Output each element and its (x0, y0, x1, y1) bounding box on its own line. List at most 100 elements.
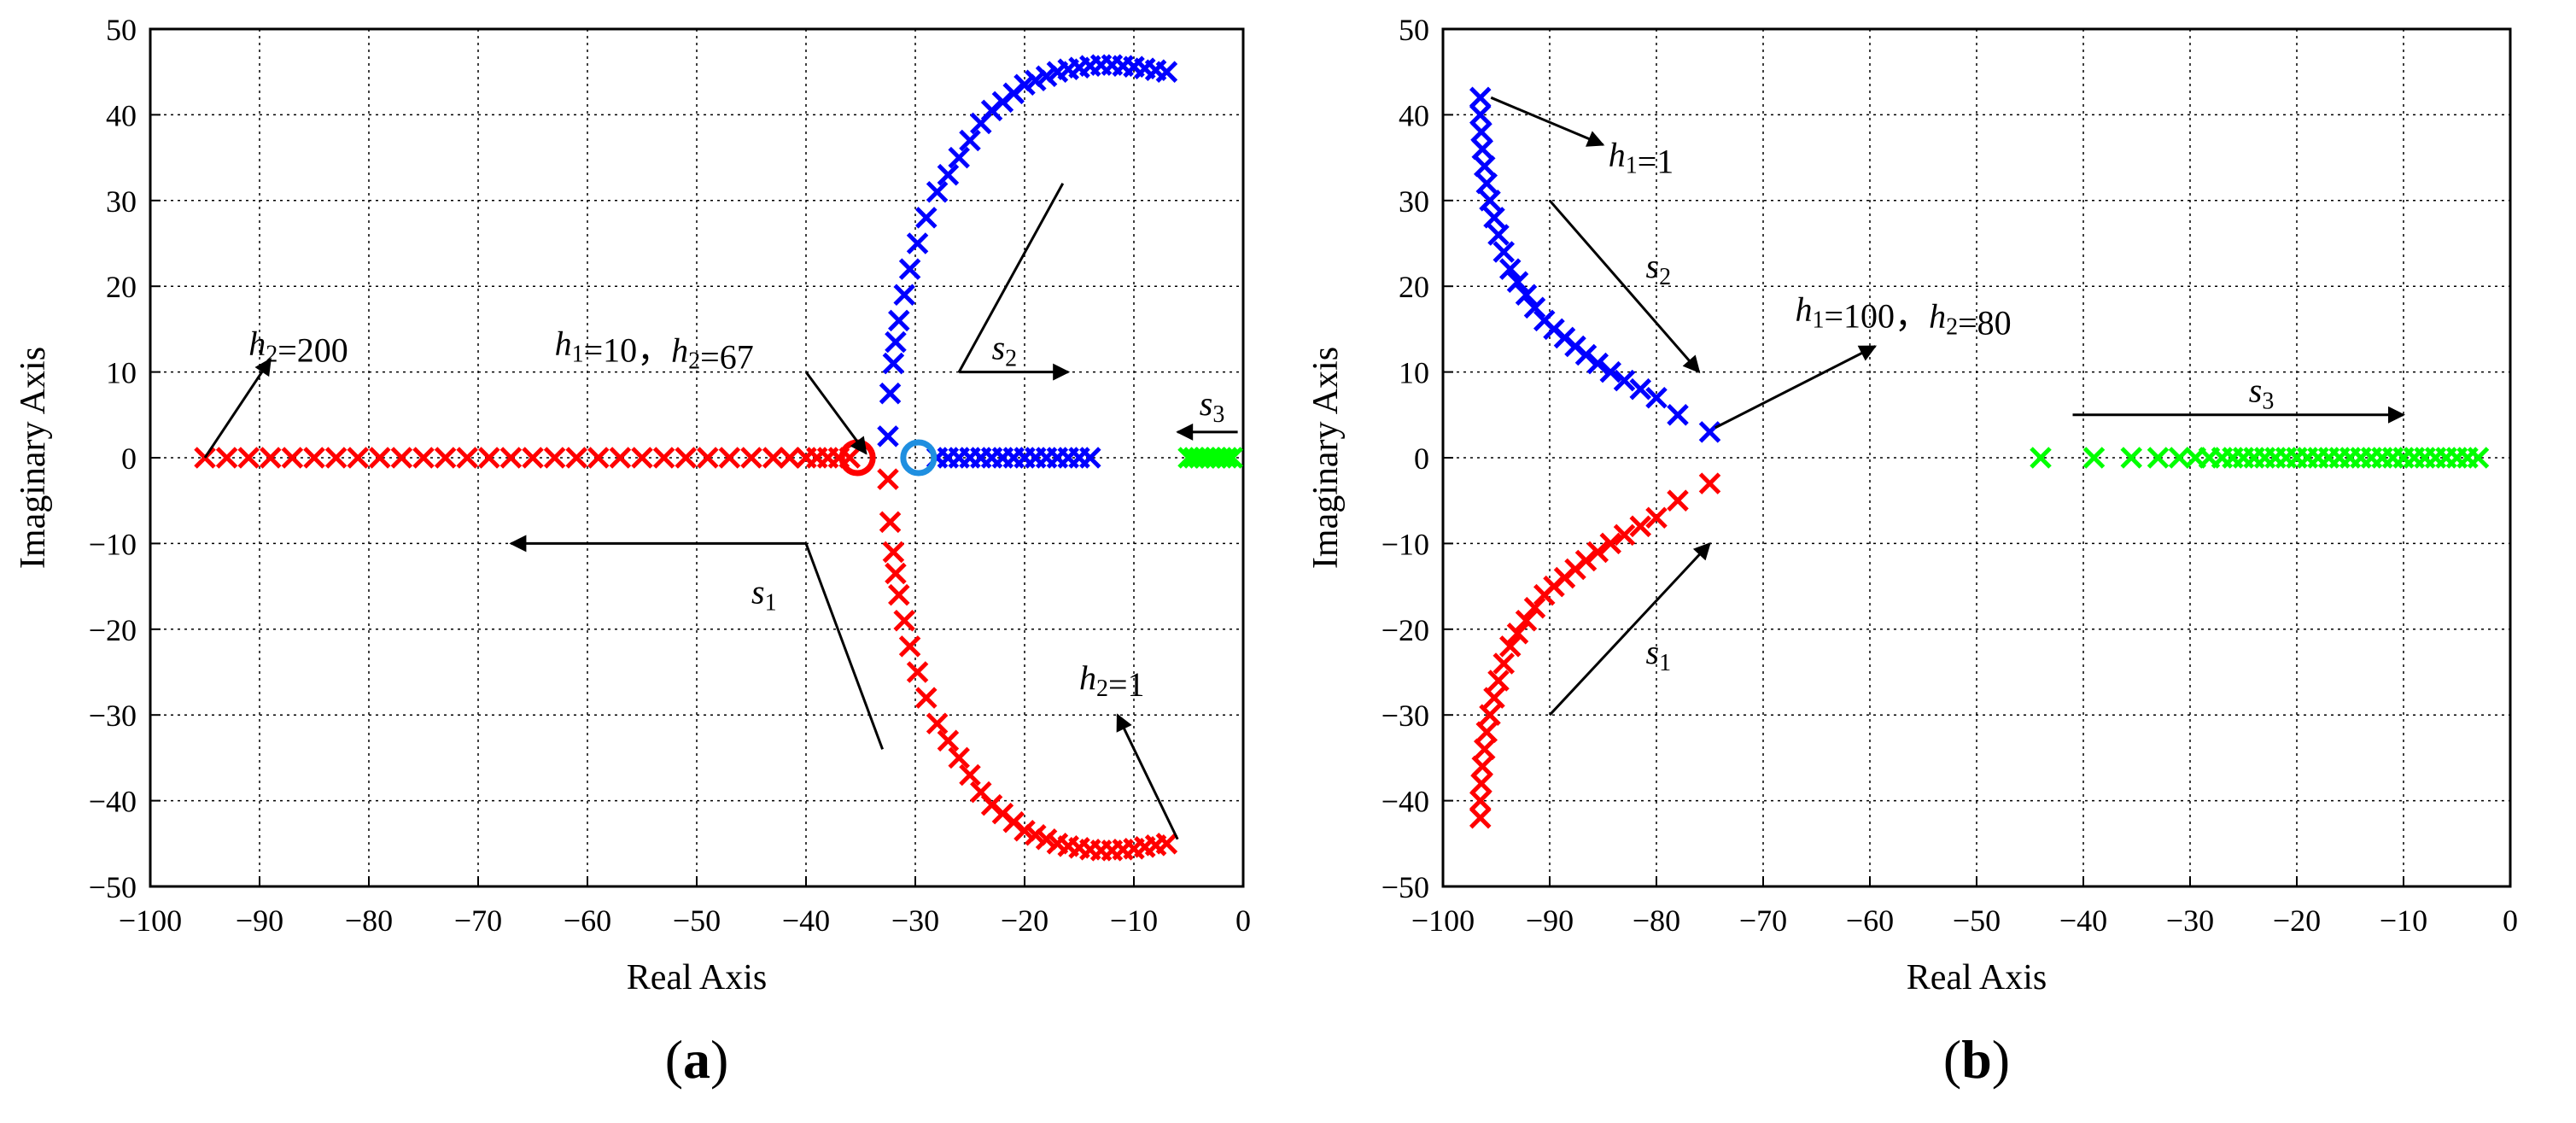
y-tick-label: 20 (1399, 270, 1429, 304)
pole-marker (697, 447, 719, 469)
pole-marker (478, 447, 500, 469)
annotation-label: s3 (1200, 384, 1225, 428)
y-tick-label: −20 (89, 613, 137, 647)
y-tick-label: 40 (106, 98, 137, 132)
pole-marker (1698, 421, 1721, 443)
panel-label: (a) (665, 1029, 729, 1090)
pole-marker (898, 258, 921, 280)
pole-marker (1645, 506, 1668, 529)
pole-marker (1469, 806, 1492, 829)
x-axis-label: Real Axis (1907, 958, 2047, 997)
x-tick-label: −20 (2273, 904, 2321, 938)
pole-marker (1613, 369, 1636, 392)
pole-marker (885, 330, 907, 354)
pole-marker (1479, 190, 1501, 212)
pole-marker (260, 447, 282, 469)
pole-marker (959, 129, 981, 152)
x-tick-label: −80 (1633, 904, 1680, 938)
x-tick-label: −100 (1411, 904, 1475, 938)
annotation-arrow (1490, 96, 1605, 147)
annotation-arrow (203, 357, 272, 459)
panel-label: (b) (1943, 1029, 2010, 1090)
x-tick-label: −40 (2059, 904, 2107, 938)
pole-marker (675, 447, 697, 469)
pole-marker (885, 562, 907, 585)
pole-marker (1216, 447, 1238, 469)
pole-marker (879, 382, 902, 405)
pole-marker (1574, 549, 1598, 572)
pole-marker (215, 447, 238, 469)
annotation-label: s2 (1646, 247, 1672, 290)
pole-marker (1471, 755, 1494, 778)
y-tick-label: 40 (1399, 98, 1429, 132)
pole-marker (906, 232, 929, 254)
pole-marker (1470, 772, 1492, 795)
pole-marker (1599, 360, 1622, 383)
x-tick-label: −30 (2166, 904, 2214, 938)
annotation-label: s2 (992, 329, 1018, 372)
annotation-label: h1=100，h2=80 (1796, 290, 2012, 342)
y-axis-label: Imaginary Axis (1306, 347, 1346, 569)
pole-marker (915, 687, 938, 709)
pole-marker (1645, 386, 1668, 409)
pole-marker (948, 746, 970, 769)
pole-marker (609, 447, 632, 469)
pole-marker (1599, 532, 1622, 555)
annotation-line (957, 182, 1065, 373)
pole-marker (1079, 447, 1101, 469)
pole-marker (1473, 155, 1496, 178)
pole-marker (915, 207, 938, 229)
x-axis-label: Real Axis (627, 958, 768, 997)
pole-marker (893, 609, 915, 632)
y-tick-label: −30 (89, 699, 137, 733)
pole-marker (882, 541, 905, 564)
x-tick-label: −20 (1001, 904, 1049, 938)
annotation-arrow (1116, 713, 1179, 840)
pole-marker (762, 447, 785, 469)
pole-marker (948, 146, 970, 169)
x-tick-label: 0 (1235, 904, 1251, 938)
annotation-arrow (804, 371, 867, 455)
x-tick-label: −90 (1526, 904, 1574, 938)
x-tick-label: 0 (2503, 904, 2518, 938)
pole-marker (877, 468, 899, 490)
pole-marker (434, 447, 457, 469)
y-tick-label: 50 (106, 13, 137, 47)
pole-marker (906, 661, 929, 683)
annotation-arrow (1714, 345, 1878, 430)
y-tick-label: 10 (106, 356, 137, 390)
pole-marker (937, 729, 960, 752)
annotation-label: h1=10，h2=67 (555, 325, 754, 377)
pole-marker (1629, 377, 1652, 401)
pole-marker (2120, 447, 2143, 469)
y-tick-label: −30 (1381, 699, 1429, 733)
pole-marker (456, 447, 478, 469)
annotation-arrow (1548, 199, 1701, 374)
y-tick-label: 20 (106, 270, 137, 304)
x-tick-label: −60 (564, 904, 611, 938)
pole-marker (1523, 596, 1546, 619)
pole-marker (1492, 241, 1516, 263)
x-tick-label: −80 (345, 904, 393, 938)
y-tick-label: −10 (1381, 527, 1429, 561)
pole-marker (1487, 224, 1510, 246)
pole-marker (499, 447, 523, 469)
y-tick-label: 10 (1399, 356, 1429, 390)
x-tick-label: −70 (454, 904, 502, 938)
pole-marker (390, 447, 413, 469)
pole-marker (1523, 296, 1546, 319)
annotation-line (804, 542, 885, 750)
pole-marker (1586, 352, 1609, 375)
pole-marker (522, 447, 544, 469)
pole-marker (2082, 447, 2106, 469)
pole-marker (779, 447, 801, 469)
pole-marker (937, 163, 960, 186)
pole-marker (1613, 523, 1636, 547)
pole-marker (1492, 652, 1516, 675)
y-tick-label: −40 (89, 785, 137, 819)
annotation-label: s1 (751, 573, 777, 617)
pole-marker (565, 447, 587, 469)
pole-marker (1667, 404, 1689, 426)
pole-marker (2467, 447, 2490, 469)
x-tick-label: −10 (2380, 904, 2427, 938)
